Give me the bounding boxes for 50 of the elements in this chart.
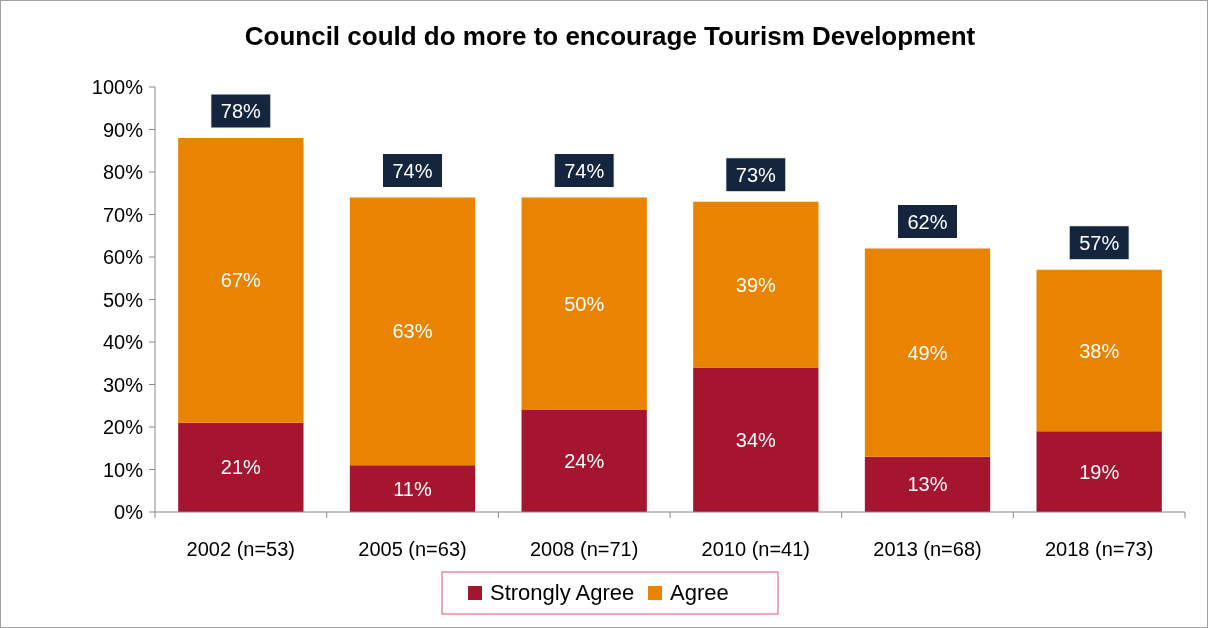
data-label: 34% [735, 428, 777, 451]
y-tick-label: 70% [102, 203, 144, 226]
data-label: 38% [1079, 339, 1120, 362]
y-tick-label: 60% [102, 246, 144, 268]
bar [521, 410, 647, 512]
annotation: 62% [907, 210, 948, 233]
data-label: 63% [392, 320, 433, 343]
x-tick-label: 2010 (n=41) [701, 538, 811, 560]
data-label: 11% [393, 477, 432, 500]
x-tick-label: 2002 (n=53) [186, 538, 296, 560]
y-tick-label: 90% [102, 118, 144, 141]
legend-label: Agree [670, 580, 729, 605]
data-label: 67% [220, 269, 262, 292]
bar [693, 201, 819, 368]
annotation: 74% [392, 159, 433, 182]
data-label: 21% [220, 456, 262, 479]
y-tick-label: 40% [102, 331, 144, 353]
data-label: 13% [907, 473, 948, 496]
annotation: 78% [220, 100, 262, 122]
y-tick-label: 80% [102, 161, 144, 183]
x-tick-label: 2005 (n=63) [358, 538, 467, 560]
y-tick-label: 100% [91, 76, 144, 98]
data-label: 24% [564, 450, 605, 472]
bar [178, 422, 304, 512]
y-tick-label: 20% [102, 416, 144, 438]
y-tick-label: 50% [102, 288, 144, 311]
data-label: 39% [735, 273, 777, 296]
annotation: 74% [564, 159, 605, 182]
bar [864, 248, 991, 457]
annotation: 57% [1079, 231, 1120, 254]
y-tick-label: 0% [114, 501, 144, 523]
x-tick-label: 2008 (n=71) [529, 538, 639, 560]
data-label: 19% [1079, 460, 1120, 483]
bar [521, 197, 647, 410]
annotation: 73% [735, 163, 777, 186]
x-tick-label: 2013 (n=68) [873, 538, 982, 560]
bar [349, 197, 476, 466]
bar [349, 465, 476, 512]
chart-title: Council could do more to encourage Tourism Development [244, 21, 976, 51]
bar [864, 456, 991, 512]
x-tick-label: 2018 (n=73) [1044, 538, 1154, 560]
y-tick-label: 10% [102, 458, 144, 481]
data-label: 50% [564, 292, 605, 315]
bar [178, 138, 304, 423]
bar [1036, 269, 1162, 432]
y-tick-label: 30% [102, 373, 144, 396]
bar [1036, 431, 1162, 512]
data-label: 49% [907, 341, 948, 364]
bar [693, 367, 819, 512]
legend-label: Strongly Agree [490, 580, 635, 605]
